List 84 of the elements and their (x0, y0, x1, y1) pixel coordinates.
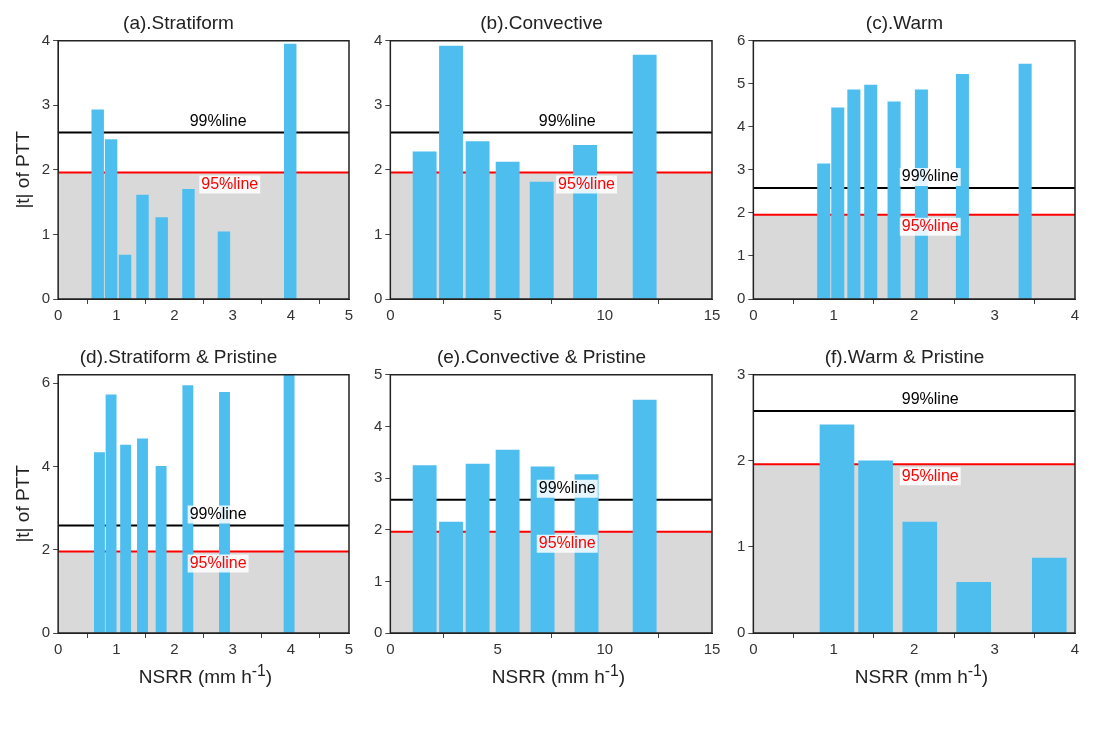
x-tick-label: 1 (829, 640, 838, 658)
x-tick-label: 1 (112, 640, 121, 658)
x-tick-label: 5 (493, 640, 502, 658)
x-tick-label: 4 (286, 640, 295, 658)
x-tick-label: 4 (286, 306, 295, 324)
y-tick-label: 1 (374, 224, 383, 242)
x-tick-label: 0 (749, 306, 758, 324)
x-axis-title: NSRR (mm h$^{-1}$) (490, 662, 627, 689)
y-tick-label: 0 (737, 289, 746, 307)
y-tick-label: 1 (374, 571, 383, 589)
y-tick-label: 3 (737, 364, 746, 382)
x-tick-label: 3 (228, 306, 237, 324)
x-tick-label: 2 (910, 306, 919, 324)
ref-line-label: 99%line (189, 111, 247, 129)
x-tick-label: 2 (170, 306, 179, 324)
y-tick-label: 2 (737, 451, 746, 469)
x-tick-label: 5 (493, 306, 502, 324)
ref-line-label: 95%line (189, 553, 247, 571)
x-tick-label: 2 (170, 640, 179, 658)
ref-line-label: 95%line (901, 466, 959, 484)
y-tick-label: 5 (737, 73, 746, 91)
x-tick-label: 5 (344, 306, 354, 324)
x-tick-label: 0 (386, 640, 395, 658)
ref-line-label: 99%line (538, 111, 596, 129)
x-tick-label: 4 (1070, 306, 1080, 324)
ref-line-label: 95%line (538, 534, 596, 552)
ref-line-label: 99%line (901, 167, 959, 185)
x-tick-label: 2 (910, 640, 919, 658)
x-tick-label: 1 (829, 306, 838, 324)
y-tick-label: 2 (41, 160, 51, 178)
y-tick-label: 3 (737, 160, 746, 178)
x-axis-title: NSRR (mm h$^{-1}$) (853, 662, 990, 689)
y-tick-label: 6 (737, 30, 746, 48)
y-tick-label: 0 (374, 623, 383, 641)
y-tick-label: 3 (41, 95, 51, 113)
y-tick-label: 2 (374, 160, 383, 178)
x-tick-label: 3 (990, 640, 999, 658)
x-tick-label: 15 (703, 640, 721, 658)
y-tick-label: 3 (374, 468, 383, 486)
y-axis-title: |t| of PTT (11, 464, 33, 543)
y-tick-label: 4 (374, 30, 383, 48)
x-tick-label: 4 (1070, 640, 1080, 658)
ref-line-label: 95%line (901, 217, 959, 235)
ref-line-label: 99%line (538, 479, 596, 497)
y-tick-label: 1 (41, 224, 51, 242)
y-tick-label: 4 (41, 456, 51, 474)
y-tick-label: 5 (374, 364, 383, 382)
y-tick-label: 0 (737, 623, 746, 641)
x-tick-label: 10 (596, 306, 614, 324)
y-tick-label: 4 (374, 416, 383, 434)
y-tick-label: 0 (41, 623, 51, 641)
y-tick-label: 2 (41, 539, 51, 557)
chart-title: (d).Stratiform & Pristine (79, 345, 278, 367)
chart-title: (c).Warm (865, 11, 944, 33)
y-tick-label: 0 (41, 289, 51, 307)
x-tick-label: 0 (53, 306, 63, 324)
ref-line-label: 99%line (189, 504, 247, 522)
y-tick-label: 1 (737, 246, 746, 264)
y-tick-label: 4 (41, 30, 51, 48)
ref-line-label: 95%line (558, 174, 616, 192)
ref-line-label: 99%line (901, 390, 959, 408)
y-tick-label: 3 (374, 95, 383, 113)
x-tick-label: 3 (228, 640, 237, 658)
x-tick-label: 0 (386, 306, 395, 324)
chart-title: (e).Convective & Pristine (436, 345, 647, 367)
y-tick-label: 2 (737, 203, 746, 221)
x-tick-label: 0 (749, 640, 758, 658)
chart-title: (a).Stratiform (123, 11, 234, 33)
x-axis-title: NSRR (mm h$^{-1}$) (137, 662, 274, 689)
x-tick-label: 15 (703, 306, 721, 324)
chart-title: (f).Warm & Pristine (824, 345, 985, 367)
x-tick-label: 10 (596, 640, 614, 658)
ref-line-label: 95%line (201, 174, 259, 192)
x-tick-label: 5 (344, 640, 354, 658)
y-tick-label: 6 (41, 373, 51, 391)
x-tick-label: 3 (990, 306, 999, 324)
y-tick-label: 1 (737, 537, 746, 555)
y-axis-title: |t| of PTT (11, 130, 33, 209)
y-tick-label: 0 (374, 289, 383, 307)
x-tick-label: 0 (53, 640, 63, 658)
y-tick-label: 4 (737, 117, 746, 135)
y-tick-label: 2 (374, 519, 383, 537)
x-tick-label: 1 (112, 306, 121, 324)
chart-title: (b).Convective (480, 11, 603, 33)
